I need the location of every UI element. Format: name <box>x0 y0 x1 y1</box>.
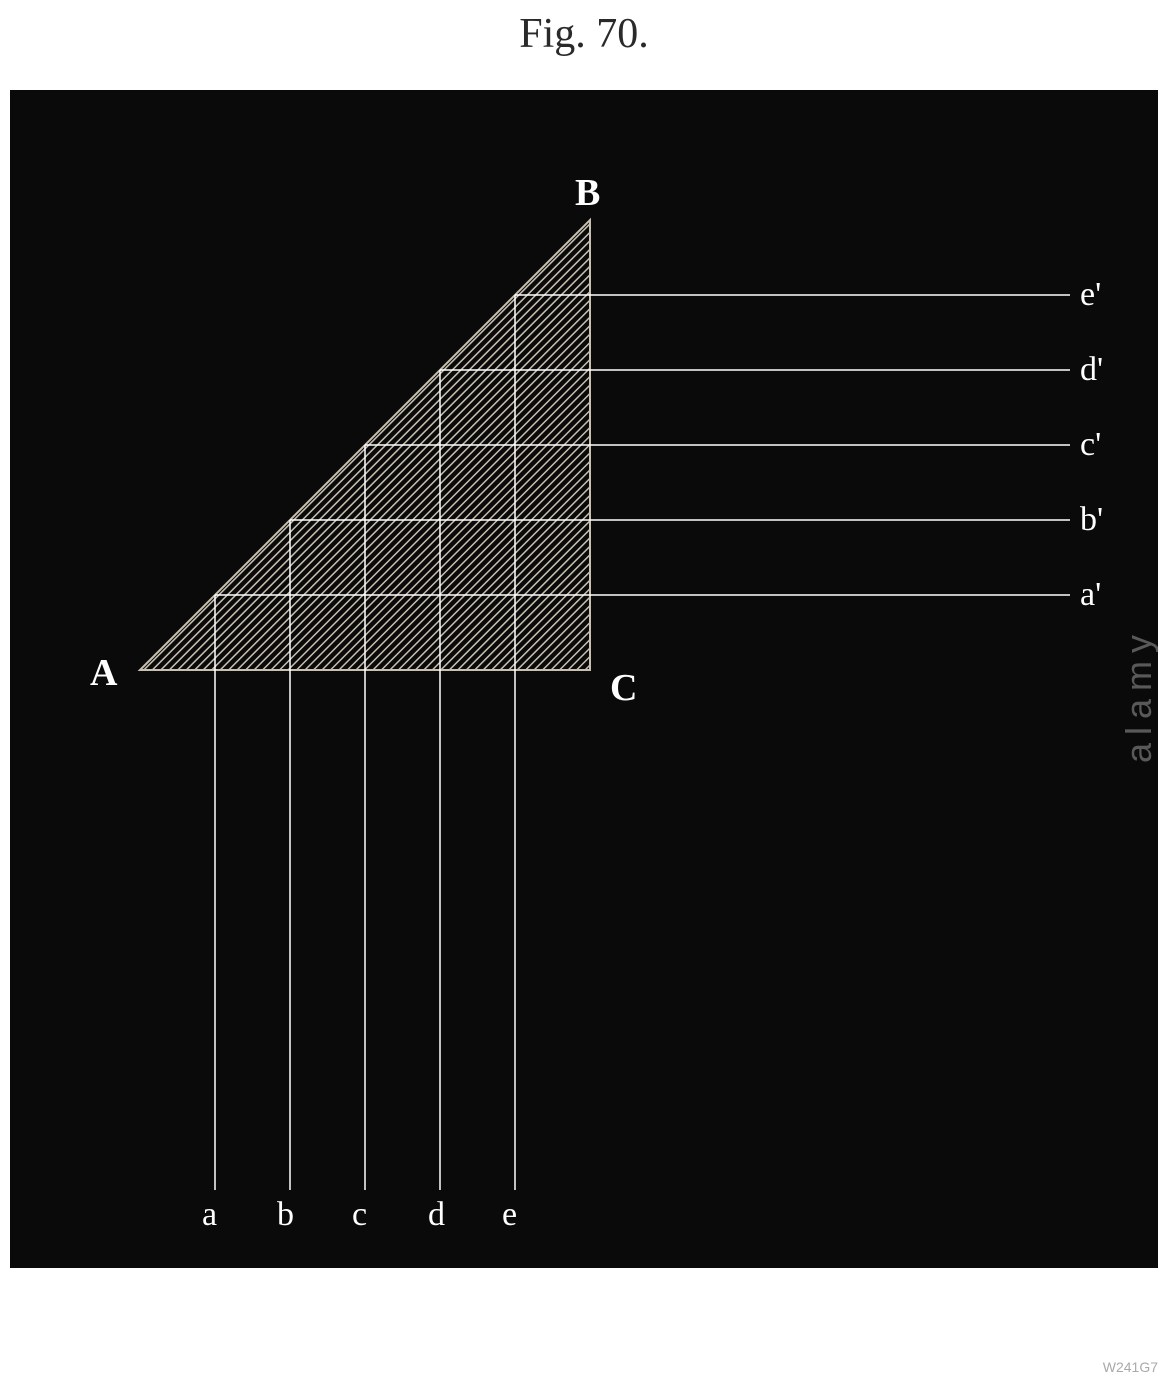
hlabel-e: e' <box>1080 276 1101 313</box>
hlabel-c: c' <box>1080 426 1101 463</box>
page-container: Fig. 70. <box>0 0 1168 1390</box>
vertex-label-C: C <box>610 667 637 709</box>
watermark-id: W241G7 <box>1103 1359 1158 1375</box>
vlabel-c: c <box>352 1196 367 1233</box>
diagram-svg: A B C a b c d e a' b' c' d' e' <box>10 90 1158 1268</box>
vlabel-b: b <box>277 1196 294 1233</box>
hlabel-b: b' <box>1080 501 1103 538</box>
vlabel-e: e <box>502 1196 517 1233</box>
diagram-box: A B C a b c d e a' b' c' d' e' <box>10 90 1158 1268</box>
vertex-label-A: A <box>90 652 118 694</box>
hlabel-a: a' <box>1080 576 1101 613</box>
figure-title: Fig. 70. <box>519 10 649 58</box>
hlabel-d: d' <box>1080 351 1103 388</box>
watermark-vertical: alamy <box>1118 627 1160 763</box>
vlabel-d: d <box>428 1196 445 1233</box>
vertex-label-B: B <box>575 172 600 214</box>
vlabel-a: a <box>202 1196 217 1233</box>
